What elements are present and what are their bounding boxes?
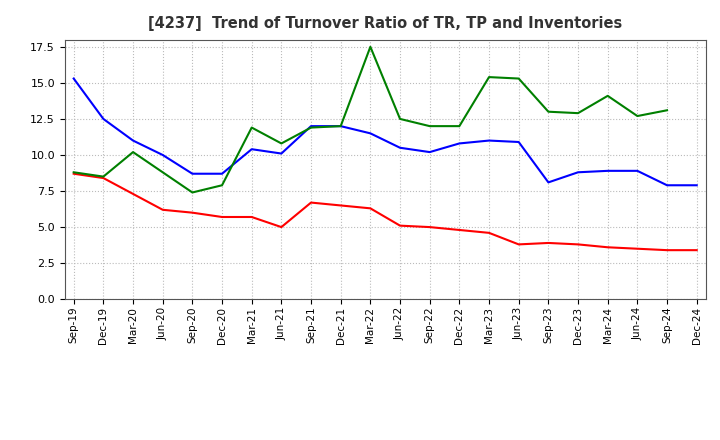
Inventories [248,125,256,130]
Inventories [633,114,642,119]
Title: [4237]  Trend of Turnover Ratio of TR, TP and Inventories: [4237] Trend of Turnover Ratio of TR, TP… [148,16,622,32]
Inventories [603,93,612,99]
Trade Receivables [396,223,405,228]
Trade Payables [188,171,197,176]
Inventories [544,109,553,114]
Inventories [217,183,226,188]
Trade Payables [99,116,108,121]
Trade Payables [277,151,286,156]
Inventories [396,116,405,121]
Trade Payables [514,139,523,145]
Trade Payables [248,147,256,152]
Inventories [307,125,315,130]
Inventories [69,170,78,175]
Trade Payables [662,183,671,188]
Trade Receivables [217,214,226,220]
Trade Receivables [693,248,701,253]
Trade Receivables [307,200,315,205]
Inventories [188,190,197,195]
Trade Receivables [99,176,108,181]
Line: Trade Payables: Trade Payables [73,78,697,185]
Trade Payables [485,138,493,143]
Trade Payables [455,141,464,146]
Trade Receivables [603,245,612,250]
Trade Receivables [277,224,286,230]
Trade Payables [574,170,582,175]
Inventories [99,174,108,179]
Inventories [574,110,582,116]
Trade Receivables [485,230,493,235]
Trade Payables [396,145,405,150]
Line: Trade Receivables: Trade Receivables [73,174,697,250]
Trade Receivables [544,240,553,246]
Line: Inventories: Inventories [73,47,667,192]
Trade Payables [426,150,434,155]
Trade Receivables [69,171,78,176]
Inventories [158,170,167,175]
Trade Receivables [366,205,374,211]
Trade Receivables [574,242,582,247]
Trade Payables [693,183,701,188]
Inventories [426,124,434,129]
Inventories [485,74,493,80]
Inventories [366,44,374,49]
Inventories [455,124,464,129]
Trade Receivables [633,246,642,251]
Trade Payables [217,171,226,176]
Trade Receivables [336,203,345,208]
Trade Payables [307,124,315,129]
Trade Receivables [129,191,138,197]
Inventories [662,108,671,113]
Trade Payables [129,138,138,143]
Trade Payables [633,168,642,173]
Trade Payables [158,152,167,158]
Trade Payables [544,180,553,185]
Trade Receivables [248,214,256,220]
Trade Payables [603,168,612,173]
Trade Receivables [188,210,197,215]
Trade Receivables [158,207,167,213]
Trade Payables [69,76,78,81]
Trade Payables [336,124,345,129]
Trade Receivables [426,224,434,230]
Trade Receivables [455,227,464,233]
Trade Receivables [662,248,671,253]
Trade Payables [366,131,374,136]
Inventories [336,124,345,129]
Inventories [514,76,523,81]
Inventories [277,141,286,146]
Trade Receivables [514,242,523,247]
Inventories [129,150,138,155]
